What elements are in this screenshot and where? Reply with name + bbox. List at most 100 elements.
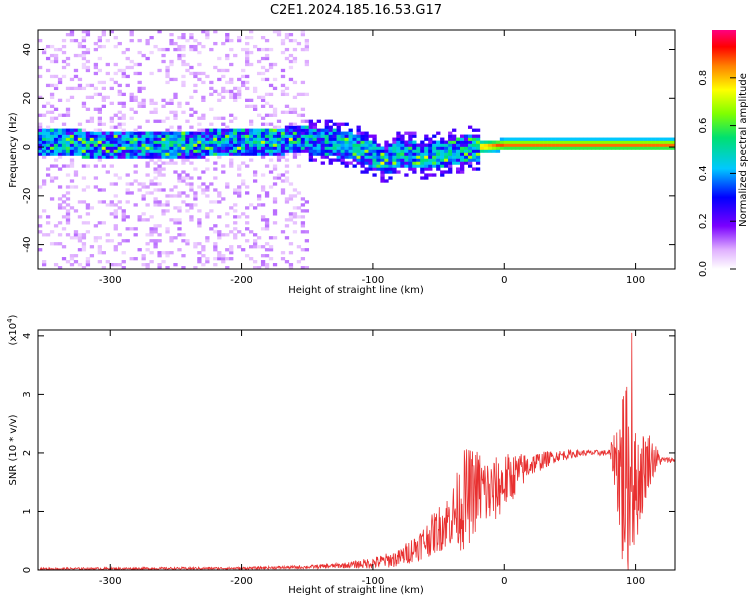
heatmap-cell bbox=[241, 83, 246, 88]
heatmap-cell bbox=[209, 128, 214, 132]
heatmap-cell bbox=[233, 152, 238, 156]
heatmap-cell bbox=[288, 122, 294, 126]
heatmap-cell bbox=[408, 155, 413, 159]
heatmap-cell bbox=[603, 143, 608, 147]
heatmap-cell bbox=[288, 59, 294, 64]
heatmap-cell bbox=[527, 140, 532, 144]
heatmap-cell bbox=[209, 92, 214, 97]
spectrogram-y-tick-label: -20 bbox=[22, 188, 33, 204]
heatmap-cell bbox=[161, 203, 166, 207]
heatmap-cell bbox=[392, 146, 397, 150]
heatmap-cell bbox=[53, 149, 59, 153]
heatmap-cell bbox=[141, 212, 146, 216]
heatmap-cell bbox=[356, 158, 361, 162]
heatmap-cell bbox=[241, 179, 246, 183]
heatmap-cell bbox=[73, 143, 79, 147]
heatmap-cell bbox=[221, 257, 226, 261]
heatmap-cell bbox=[93, 164, 99, 168]
heatmap-cell bbox=[424, 137, 429, 141]
heatmap-cell bbox=[85, 155, 91, 159]
colorbar-tick-label: 0.0 bbox=[698, 261, 709, 277]
heatmap-cell bbox=[125, 173, 130, 177]
heatmap-cell bbox=[161, 212, 166, 216]
heatmap-cell bbox=[388, 146, 393, 150]
heatmap-cell bbox=[237, 35, 242, 40]
heatmap-cell bbox=[376, 161, 381, 165]
heatmap-cell bbox=[201, 95, 206, 100]
heatmap-cell bbox=[412, 170, 417, 174]
snr-x-tick-label: -300 bbox=[99, 576, 122, 587]
heatmap-cell bbox=[424, 173, 429, 177]
heatmap-cell bbox=[153, 101, 158, 105]
heatmap-cell bbox=[416, 152, 421, 156]
heatmap-cell bbox=[663, 146, 668, 150]
heatmap-cell bbox=[531, 143, 536, 147]
heatmap-cell bbox=[292, 107, 298, 111]
heatmap-cell bbox=[177, 53, 182, 58]
heatmap-cell bbox=[221, 260, 226, 264]
heatmap-cell bbox=[308, 149, 314, 153]
heatmap-cell bbox=[169, 62, 174, 67]
heatmap-cell bbox=[631, 146, 636, 150]
heatmap-cell bbox=[109, 200, 114, 204]
heatmap-cell bbox=[165, 143, 170, 147]
heatmap-cell bbox=[288, 128, 294, 132]
heatmap-cell bbox=[77, 152, 83, 156]
heatmap-cell bbox=[41, 146, 47, 150]
heatmap-cell bbox=[296, 140, 302, 144]
heatmap-cell bbox=[249, 158, 254, 162]
heatmap-cell bbox=[177, 209, 182, 213]
heatmap-cell bbox=[400, 146, 405, 150]
heatmap-cell bbox=[77, 239, 83, 243]
heatmap-cell bbox=[260, 152, 266, 156]
heatmap-cell bbox=[213, 65, 218, 70]
heatmap-cell bbox=[77, 146, 83, 150]
heatmap-cell bbox=[49, 128, 55, 132]
heatmap-cell bbox=[221, 41, 226, 46]
heatmap-cell bbox=[408, 134, 413, 138]
heatmap-cell bbox=[300, 113, 306, 117]
heatmap-cell bbox=[519, 140, 525, 144]
heatmap-cell bbox=[209, 107, 214, 111]
spectrogram-y-tick-label: 20 bbox=[22, 92, 33, 105]
heatmap-cell bbox=[181, 140, 186, 144]
heatmap-cell bbox=[249, 35, 254, 40]
heatmap-cell bbox=[213, 167, 218, 171]
heatmap-cell bbox=[177, 206, 182, 210]
heatmap-cell bbox=[137, 131, 142, 135]
heatmap-cell bbox=[436, 158, 441, 162]
heatmap-cell bbox=[65, 86, 71, 91]
heatmap-cell bbox=[396, 146, 401, 150]
heatmap-cell bbox=[563, 140, 568, 144]
heatmap-cell bbox=[181, 32, 186, 37]
heatmap-cell bbox=[49, 134, 55, 138]
heatmap-cell bbox=[141, 98, 146, 102]
heatmap-cell bbox=[209, 122, 214, 126]
heatmap-cell bbox=[360, 170, 365, 174]
heatmap-cell bbox=[185, 119, 190, 123]
heatmap-cell bbox=[408, 131, 413, 135]
heatmap-cell bbox=[256, 236, 262, 240]
heatmap-cell bbox=[161, 152, 166, 156]
heatmap-cell bbox=[209, 149, 214, 153]
heatmap-cell bbox=[97, 146, 102, 150]
heatmap-cell bbox=[41, 152, 47, 156]
heatmap-cell bbox=[225, 35, 230, 40]
heatmap-cell bbox=[272, 263, 278, 267]
heatmap-cell bbox=[336, 146, 341, 150]
heatmap-cell bbox=[141, 257, 146, 261]
heatmap-cell bbox=[651, 140, 656, 144]
heatmap-cell bbox=[260, 146, 266, 150]
heatmap-cell bbox=[101, 188, 106, 192]
heatmap-cell bbox=[117, 131, 122, 135]
heatmap-cell bbox=[276, 146, 282, 150]
heatmap-cell bbox=[85, 107, 91, 111]
heatmap-cell bbox=[507, 146, 513, 150]
heatmap-cell bbox=[237, 167, 242, 171]
heatmap-cell bbox=[615, 143, 620, 147]
heatmap-cell bbox=[197, 122, 202, 126]
heatmap-cell bbox=[233, 116, 238, 120]
heatmap-cell bbox=[109, 203, 114, 207]
heatmap-cell bbox=[145, 164, 150, 168]
heatmap-cell bbox=[113, 134, 118, 138]
